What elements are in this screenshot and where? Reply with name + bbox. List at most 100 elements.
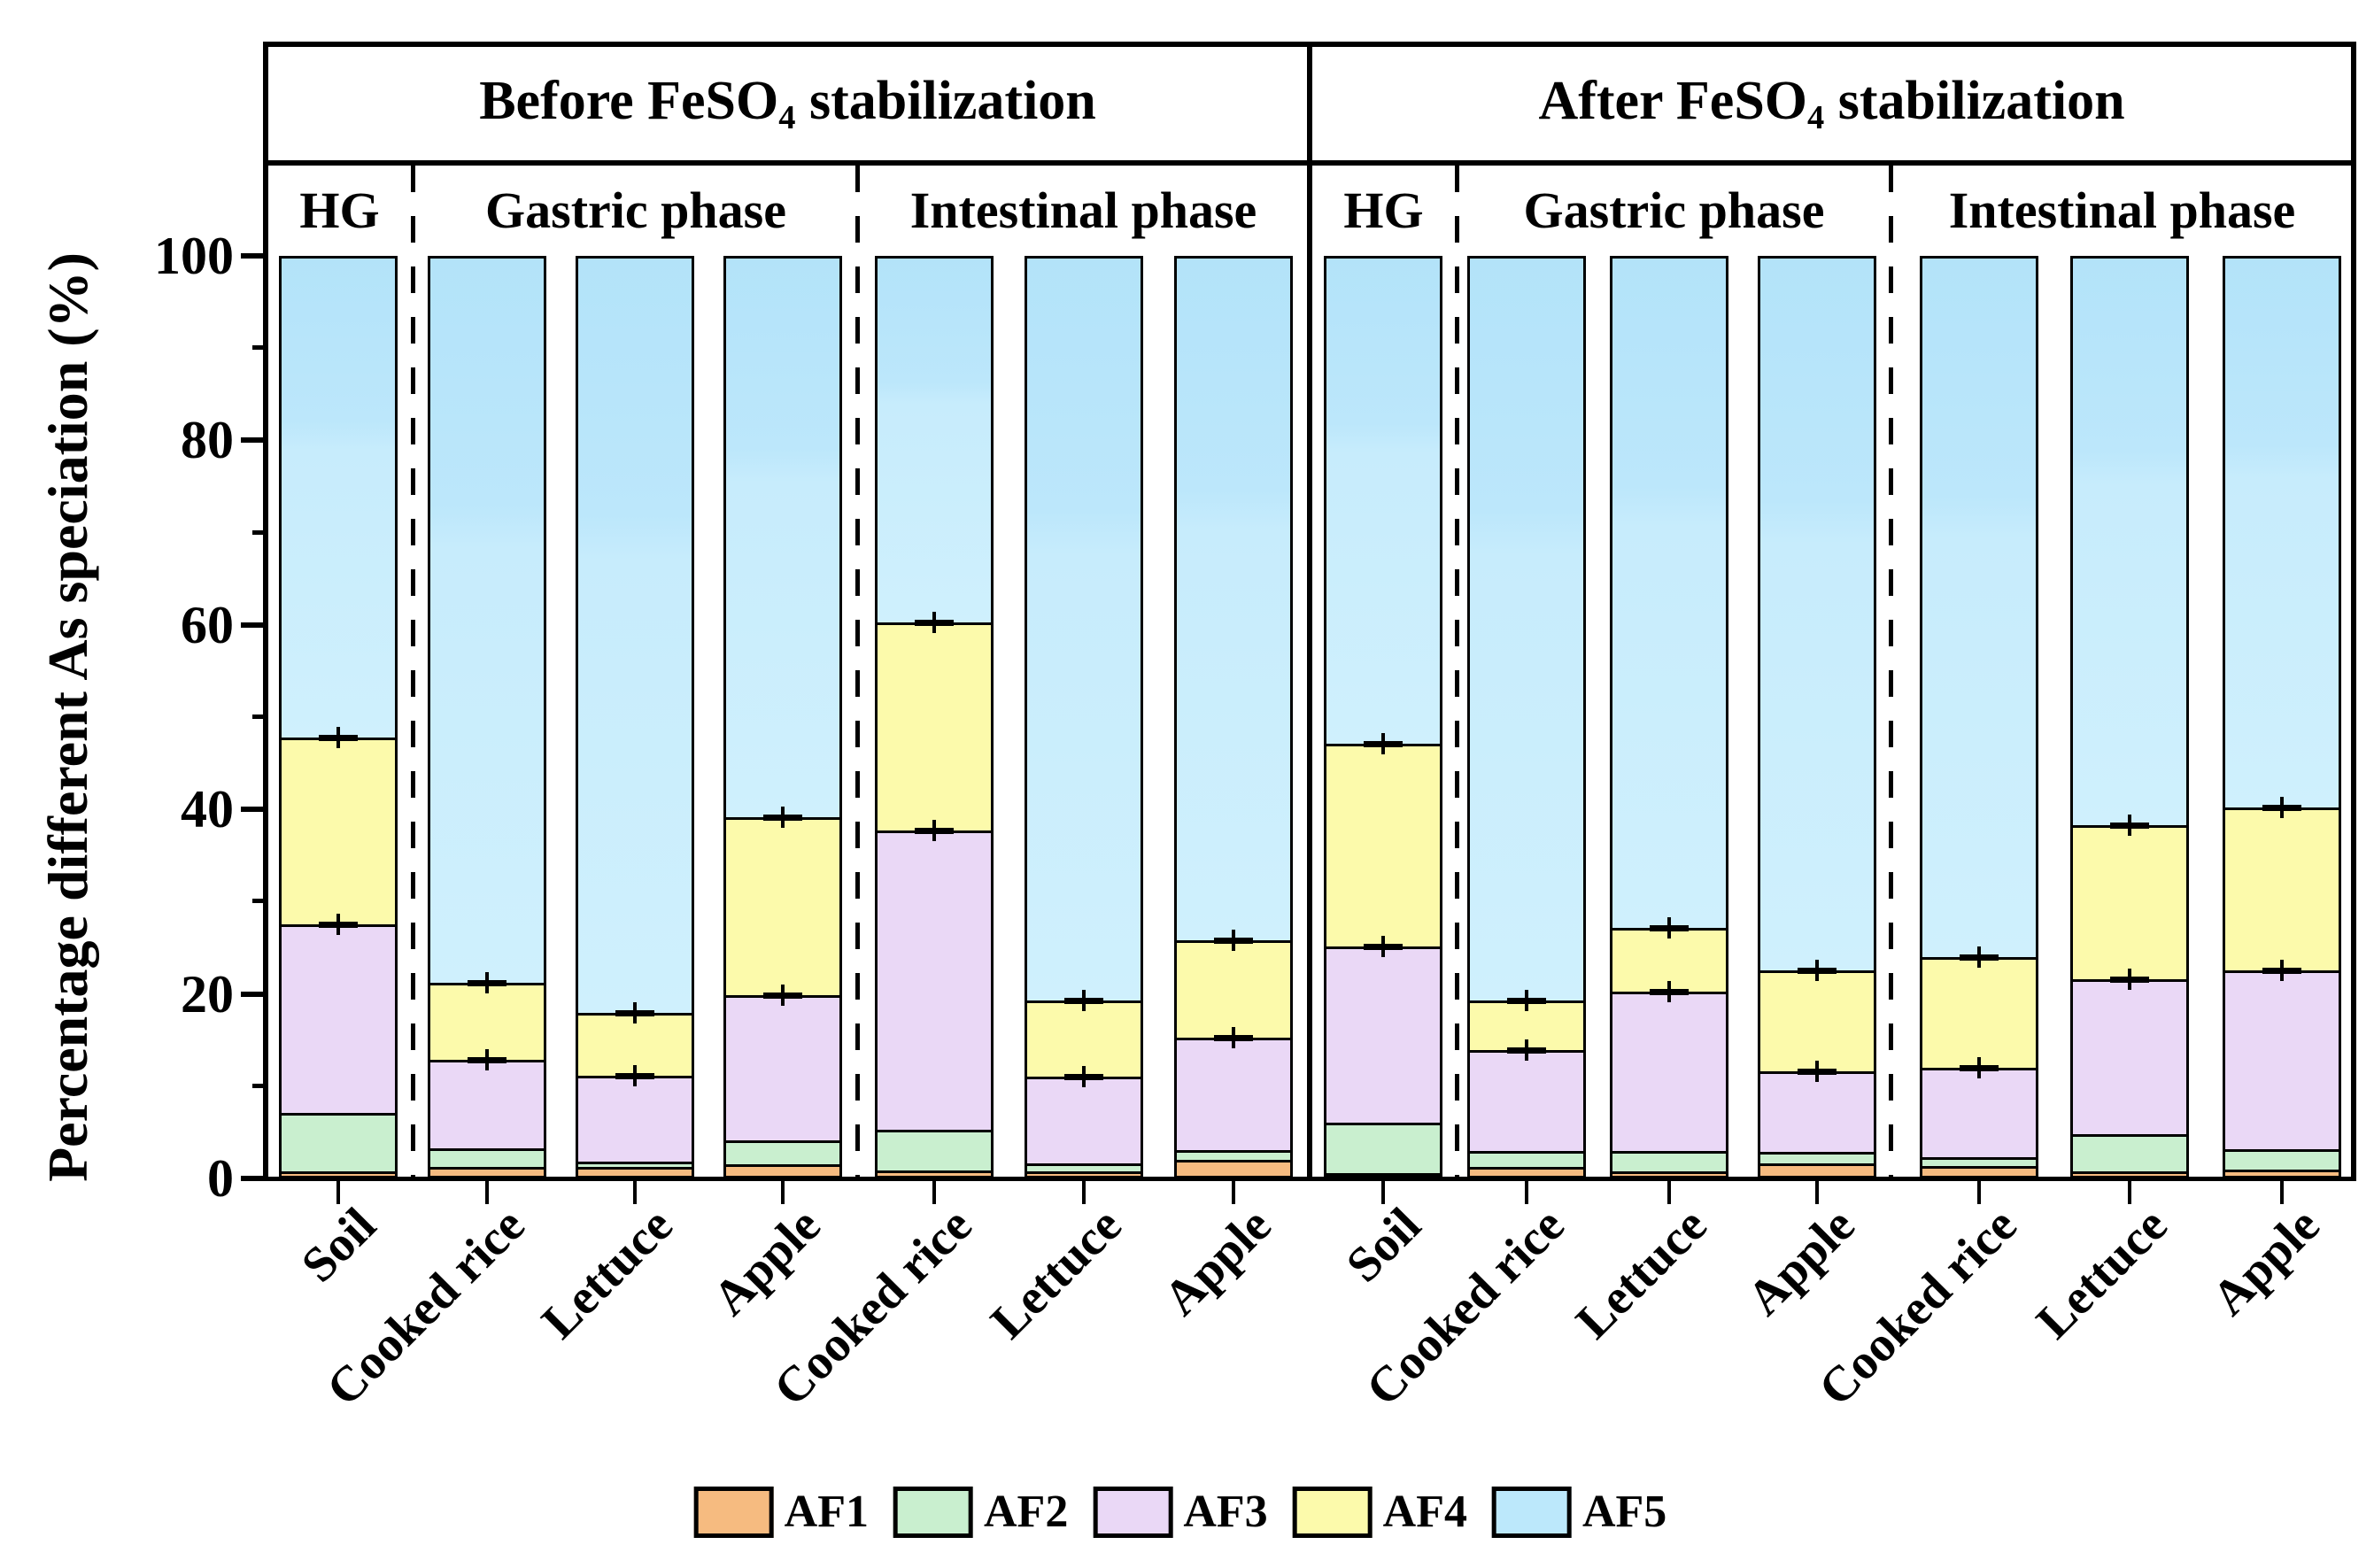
bar-segment-AF2 [282, 1112, 395, 1171]
phase-divider-dashed [855, 166, 860, 1178]
bar-apple [1758, 256, 1876, 1178]
error-bar-cap [468, 1057, 507, 1064]
phase-header-gastric-after: Gastric phase [1523, 181, 1825, 239]
error-bar-cap [615, 1009, 654, 1016]
phase-divider-dashed [1455, 166, 1459, 1178]
y-minor-tick [252, 345, 264, 351]
legend-item-af4: AF4 [1292, 1486, 1467, 1538]
bar-segment-AF1 [1027, 1170, 1141, 1176]
error-bar-cap [915, 620, 954, 627]
error-bar-cap [2262, 967, 2301, 974]
y-minor-tick [252, 529, 264, 535]
bar-segment-AF2 [726, 1139, 839, 1164]
bar-segment-AF3 [878, 830, 991, 1131]
y-major-tick [241, 437, 264, 444]
section-header-before-text: Before FeSO [479, 71, 779, 132]
error-bar-cap [763, 992, 802, 999]
section-header-after-text: After FeSO [1538, 71, 1808, 132]
x-tick [1815, 1180, 1819, 1204]
error-bar-cap [1064, 1074, 1103, 1081]
legend-label: AF3 [1183, 1487, 1268, 1537]
bar-segment-AF2 [2225, 1148, 2339, 1170]
phase-header-intestinal-after: Intestinal phase [1948, 181, 2296, 239]
bar-segment-AF4 [2225, 807, 2339, 970]
bar-cooked-rice [1920, 256, 2038, 1178]
error-bar-cap [1650, 925, 1689, 932]
bar-segment-AF2 [430, 1147, 544, 1167]
legend-item-af1: AF1 [693, 1486, 869, 1538]
bar-segment-AF1 [1177, 1160, 1290, 1176]
phase-header-gastric-before: Gastric phase [485, 181, 786, 239]
bar-lettuce [1025, 256, 1143, 1178]
legend-label: AF5 [1581, 1487, 1667, 1537]
error-bar-cap [1960, 1064, 1999, 1071]
y-major-tick [241, 807, 264, 813]
bar-segment-AF2 [1027, 1162, 1141, 1171]
error-bar-cap [1214, 1034, 1253, 1041]
bar-segment-AF3 [282, 924, 395, 1113]
x-tick [1232, 1180, 1235, 1204]
x-tick [485, 1180, 489, 1204]
y-major-tick [241, 622, 264, 628]
error-bar-cap [2110, 977, 2149, 984]
y-major-tick [241, 1176, 264, 1181]
bar-segment-AF3 [1027, 1077, 1141, 1163]
bar-segment-AF4 [430, 983, 544, 1061]
x-tick [1667, 1180, 1671, 1204]
bar-segment-AF1 [430, 1166, 544, 1176]
error-bar-cap [2262, 804, 2301, 811]
bar-segment-AF5 [1922, 259, 2036, 958]
bar-cooked-rice [1467, 256, 1586, 1178]
legend-swatch-af4 [1292, 1486, 1373, 1538]
y-major-tick [241, 991, 264, 997]
bar-segment-AF3 [1177, 1037, 1290, 1150]
bar-apple [2223, 256, 2341, 1178]
legend-label: AF4 [1382, 1487, 1467, 1537]
y-tick-label: 100 [154, 227, 234, 285]
bar-segment-AF1 [1326, 1172, 1440, 1176]
error-bar-cap [1650, 988, 1689, 995]
y-axis-title: Percentage different As speciation (%) [36, 252, 99, 1182]
y-tick-label: 40 [181, 780, 234, 839]
x-tick [633, 1180, 637, 1204]
y-minor-tick [252, 899, 264, 904]
bar-segment-AF1 [1612, 1170, 1726, 1176]
error-bar-cap [468, 980, 507, 987]
x-tick [1977, 1180, 1981, 1204]
bar-segment-AF4 [878, 622, 991, 831]
bar-segment-AF3 [1922, 1067, 2036, 1158]
bar-segment-AF3 [1760, 1070, 1874, 1153]
bar-apple [723, 256, 842, 1178]
bar-segment-AF4 [2073, 825, 2186, 980]
y-tick-label: 60 [181, 595, 234, 654]
y-tick-label: 80 [181, 411, 234, 470]
legend-item-af5: AF5 [1491, 1486, 1667, 1538]
error-bar-cap [2110, 823, 2149, 830]
x-tick [1381, 1180, 1385, 1204]
bar-segment-AF3 [1470, 1050, 1583, 1152]
bar-segment-AF2 [1612, 1151, 1726, 1171]
bar-segment-AF5 [578, 259, 692, 1013]
legend: AF1 AF2 AF3 AF4 AF5 [693, 1486, 1680, 1538]
phase-header-intestinal-before: Intestinal phase [909, 181, 1257, 239]
error-bar-cap [915, 828, 954, 835]
bar-lettuce [2070, 256, 2189, 1178]
bar-segment-AF4 [1326, 744, 1440, 947]
error-bar-cap [763, 814, 802, 821]
error-bar-cap [1507, 1047, 1546, 1054]
bar-segment-AF3 [1612, 991, 1726, 1152]
bar-segment-AF1 [282, 1170, 395, 1176]
bar-segment-AF3 [578, 1076, 692, 1162]
bar-segment-AF5 [2225, 259, 2339, 807]
error-bar-cap [1507, 998, 1546, 1005]
bar-segment-AF4 [1177, 939, 1290, 1038]
bar-lettuce [576, 256, 694, 1178]
legend-swatch-af5 [1491, 1486, 1572, 1538]
x-tick [336, 1180, 340, 1204]
bar-segment-AF5 [282, 259, 395, 738]
error-bar-cap [1214, 937, 1253, 944]
section-header-before: Before FeSO4 stabilization [479, 71, 1096, 136]
bar-segment-AF3 [2073, 979, 2186, 1135]
bar-segment-AF4 [726, 816, 839, 995]
